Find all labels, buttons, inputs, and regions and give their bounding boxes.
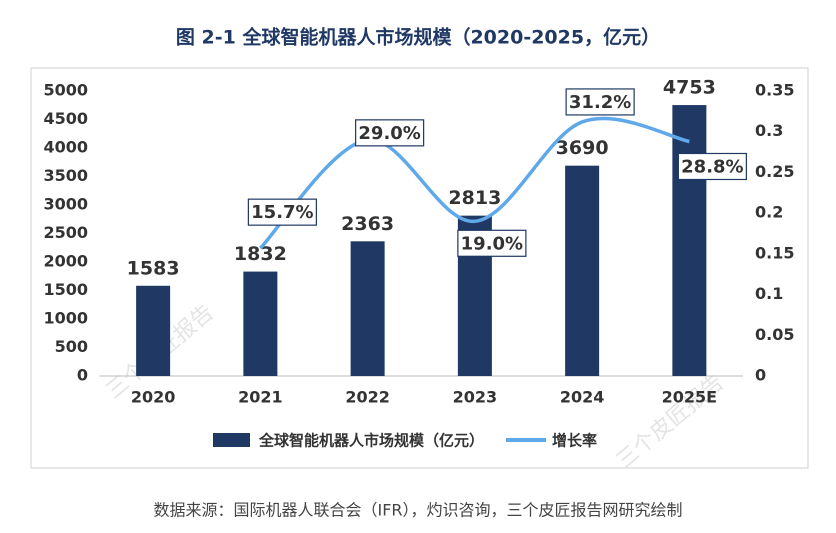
y-tick-label: 1000	[43, 309, 88, 328]
y-tick-label: 2000	[43, 252, 88, 271]
label-box	[677, 152, 747, 181]
chart-frame	[30, 67, 809, 469]
label-box	[565, 88, 635, 116]
data-label: 31.2%	[569, 92, 631, 113]
y-tick-label: 0	[77, 366, 88, 385]
data-label: 4753	[663, 77, 716, 99]
y2-tick-label: 0.35	[755, 81, 794, 100]
y2-tick-label: 0.15	[755, 243, 794, 262]
y-tick-label: 5000	[43, 81, 88, 100]
label-box	[355, 119, 425, 147]
data-label: 29.0%	[358, 123, 420, 144]
data-label: 19.0%	[461, 233, 523, 254]
y-tick-label: 1500	[43, 280, 88, 299]
data-label: 15.7%	[251, 202, 313, 223]
bar	[672, 105, 707, 376]
y-tick-label: 2500	[43, 223, 88, 242]
bar	[565, 165, 600, 376]
label-box	[457, 229, 527, 257]
y2-tick-label: 0.05	[755, 325, 794, 344]
x-tick-label: 2020	[131, 388, 176, 407]
y-tick-label: 3500	[43, 166, 88, 185]
y-tick-label: 4000	[43, 138, 88, 157]
x-tick-label: 2025E	[662, 388, 717, 407]
data-label: 1583	[127, 257, 180, 279]
x-tick-label: 2021	[238, 388, 283, 407]
legend-label: 全球智能机器人市场规模（亿元）	[258, 432, 484, 450]
legend-label: 增长率	[552, 432, 597, 450]
x-tick-label: 2023	[453, 388, 498, 407]
data-label: 3690	[556, 137, 609, 159]
y2-tick-label: 0.1	[755, 284, 783, 303]
data-label: 2813	[448, 187, 501, 209]
growth-line	[259, 116, 690, 250]
y-tick-label: 3000	[43, 195, 88, 214]
x-tick-label: 2024	[560, 388, 605, 407]
bar	[243, 271, 278, 376]
chart-title: 图 2-1 全球智能机器人市场规模（2020-2025，亿元）	[176, 26, 660, 49]
source-note: 数据来源：国际机器人联合会（IFR），灼识咨询，三个皮匠报告网研究绘制	[153, 501, 682, 520]
watermark: 三个皮匠报告	[612, 370, 729, 474]
y2-tick-label: 0.3	[755, 121, 783, 140]
y-tick-label: 500	[55, 337, 88, 356]
legend-swatch	[213, 433, 250, 447]
bar	[350, 241, 385, 376]
y2-tick-label: 0.2	[755, 203, 783, 222]
bar	[136, 285, 171, 376]
y-tick-label: 4500	[43, 109, 88, 128]
data-label: 2363	[341, 213, 394, 235]
y2-tick-label: 0.25	[755, 162, 794, 181]
data-label: 28.8%	[681, 156, 743, 177]
x-tick-label: 2022	[345, 388, 390, 407]
data-label: 1832	[234, 243, 287, 265]
label-box	[247, 198, 317, 226]
y2-tick-label: 0	[755, 366, 766, 385]
